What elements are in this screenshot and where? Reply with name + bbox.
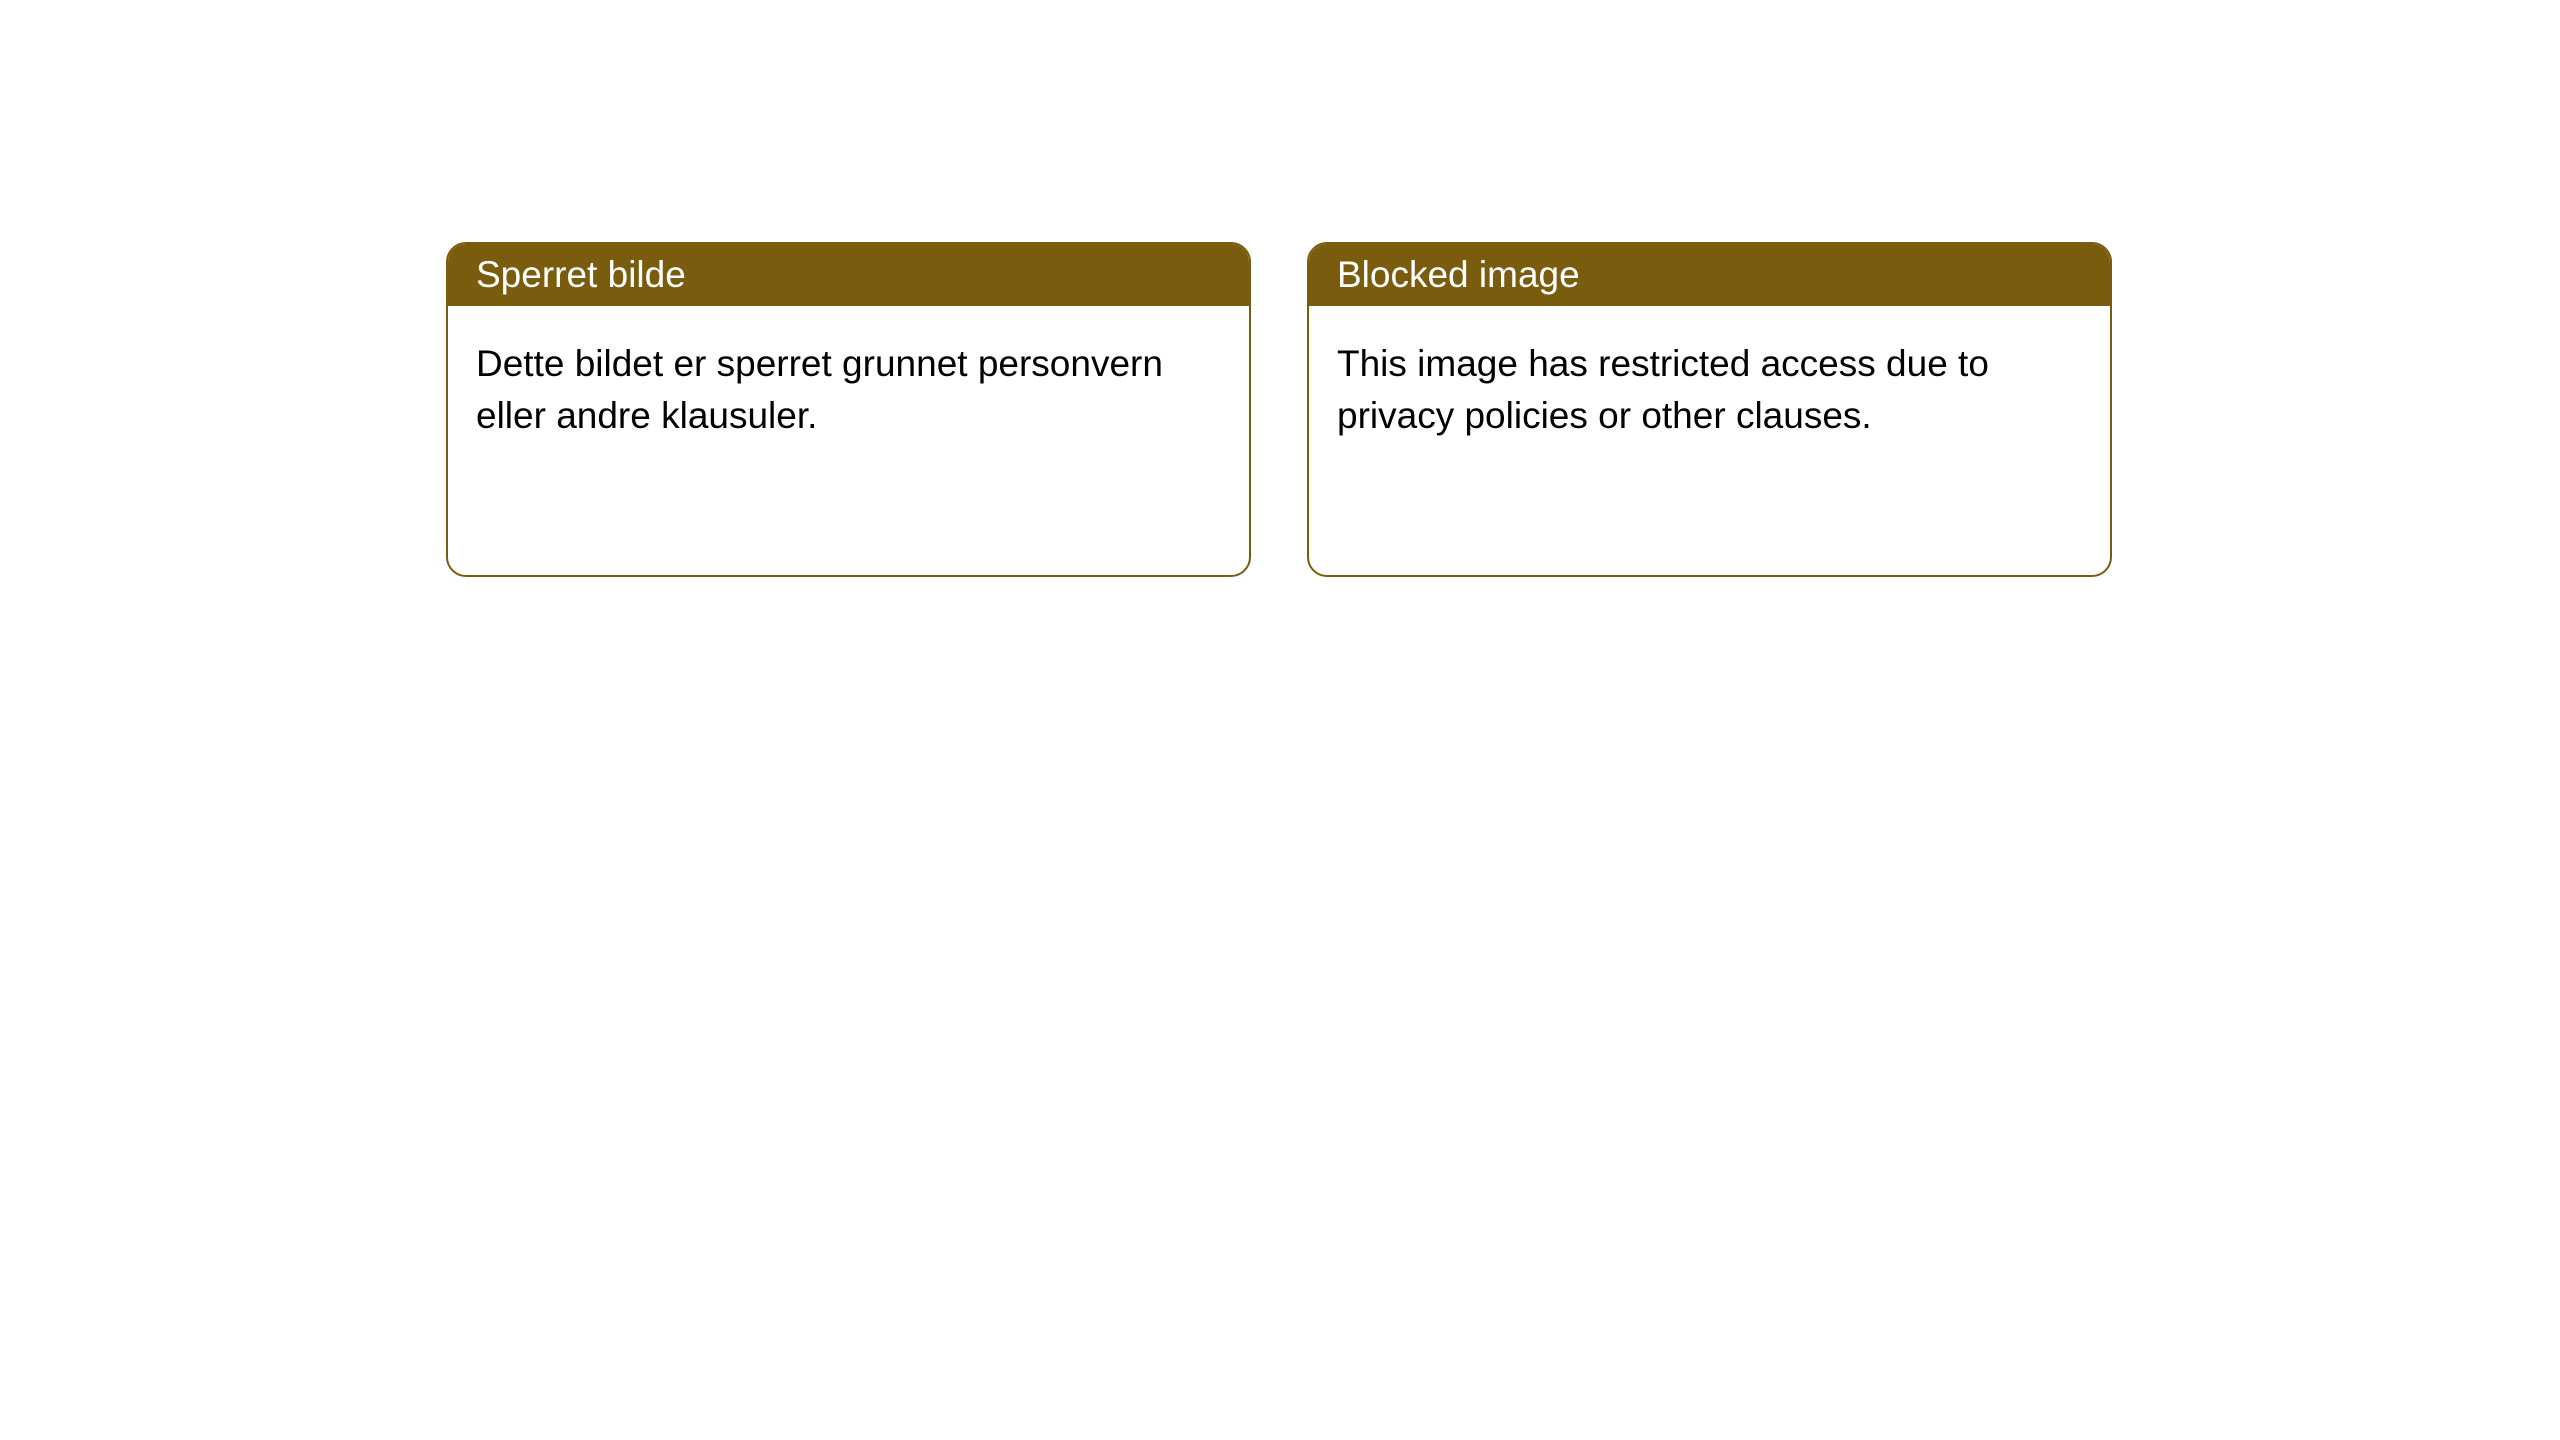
card-body-text: This image has restricted access due to … — [1337, 343, 1989, 436]
notice-card-norwegian: Sperret bilde Dette bildet er sperret gr… — [446, 242, 1251, 577]
card-header: Sperret bilde — [448, 244, 1249, 306]
card-title: Sperret bilde — [476, 254, 686, 295]
card-title: Blocked image — [1337, 254, 1580, 295]
card-body-text: Dette bildet er sperret grunnet personve… — [476, 343, 1163, 436]
notice-cards-container: Sperret bilde Dette bildet er sperret gr… — [0, 0, 2560, 577]
card-body: Dette bildet er sperret grunnet personve… — [448, 306, 1249, 474]
notice-card-english: Blocked image This image has restricted … — [1307, 242, 2112, 577]
card-body: This image has restricted access due to … — [1309, 306, 2110, 474]
card-header: Blocked image — [1309, 244, 2110, 306]
